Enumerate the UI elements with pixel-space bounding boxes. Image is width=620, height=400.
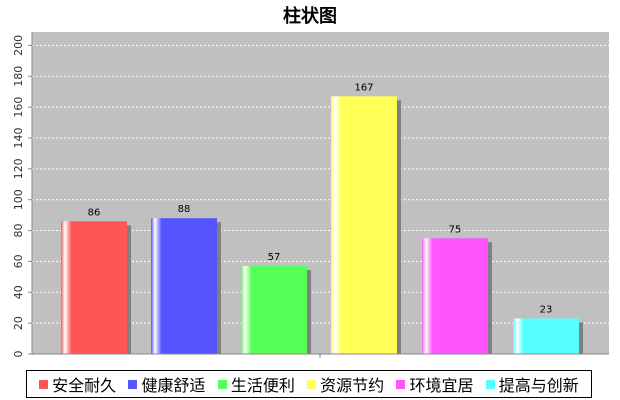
gridlines bbox=[32, 44, 609, 324]
y-tick-label: 160 bbox=[12, 97, 25, 118]
y-tick-label: 80 bbox=[12, 224, 25, 238]
legend-label: 安全耐久 bbox=[52, 376, 117, 395]
legend-item: 生活便利 bbox=[217, 372, 295, 396]
y-tick-label: 40 bbox=[12, 285, 25, 299]
bar bbox=[61, 221, 127, 354]
legend-swatch bbox=[307, 379, 317, 389]
legend: 安全耐久 健康舒适 生活便利 资源节约 环境宜居 提高与创新 bbox=[26, 370, 592, 398]
legend-swatch bbox=[39, 379, 49, 389]
legend-label: 环境宜居 bbox=[409, 376, 474, 395]
y-tick-label: 140 bbox=[12, 127, 25, 148]
data-label: 75 bbox=[449, 224, 462, 235]
legend-label: 健康舒适 bbox=[141, 376, 206, 395]
legend-swatch bbox=[396, 379, 406, 389]
axes bbox=[31, 32, 609, 358]
legend-label: 生活便利 bbox=[230, 376, 295, 395]
data-label: 57 bbox=[268, 252, 281, 263]
data-label: 167 bbox=[354, 82, 373, 93]
y-tick-label: 200 bbox=[12, 35, 25, 56]
legend-item: 健康舒适 bbox=[128, 372, 206, 396]
bars bbox=[61, 96, 583, 354]
legend-item: 提高与创新 bbox=[485, 372, 579, 396]
bar bbox=[151, 218, 217, 354]
legend-swatch bbox=[217, 379, 227, 389]
y-axis: 0 20 40 60 80 100 120 140 160 180 200 bbox=[12, 35, 32, 358]
data-labels: 86 88 57 167 75 23 bbox=[88, 82, 553, 315]
legend-item: 安全耐久 bbox=[39, 372, 116, 396]
data-label: 86 bbox=[88, 207, 101, 218]
bar bbox=[331, 96, 397, 354]
chart-title: 柱状图 bbox=[283, 6, 337, 27]
data-label: 23 bbox=[540, 305, 553, 316]
legend-item: 环境宜居 bbox=[396, 372, 473, 396]
legend-item: 资源节约 bbox=[307, 372, 384, 396]
legend-label: 提高与创新 bbox=[498, 376, 579, 395]
bar bbox=[513, 318, 579, 354]
bar-chart: 0 20 40 60 80 100 120 140 160 180 200 86 88 57 167 75 2… bbox=[12, 32, 609, 358]
data-label: 88 bbox=[178, 204, 191, 215]
bar bbox=[241, 266, 307, 354]
legend-swatch bbox=[128, 379, 138, 389]
bar bbox=[422, 238, 488, 354]
y-tick-label: 0 bbox=[12, 351, 25, 358]
legend-label: 资源节约 bbox=[320, 376, 385, 395]
legend-swatch bbox=[485, 379, 495, 389]
y-tick-label: 60 bbox=[12, 254, 25, 268]
y-tick-label: 180 bbox=[12, 66, 25, 87]
y-tick-label: 100 bbox=[12, 189, 25, 210]
y-tick-label: 20 bbox=[12, 316, 25, 330]
y-tick-label: 120 bbox=[12, 158, 25, 179]
